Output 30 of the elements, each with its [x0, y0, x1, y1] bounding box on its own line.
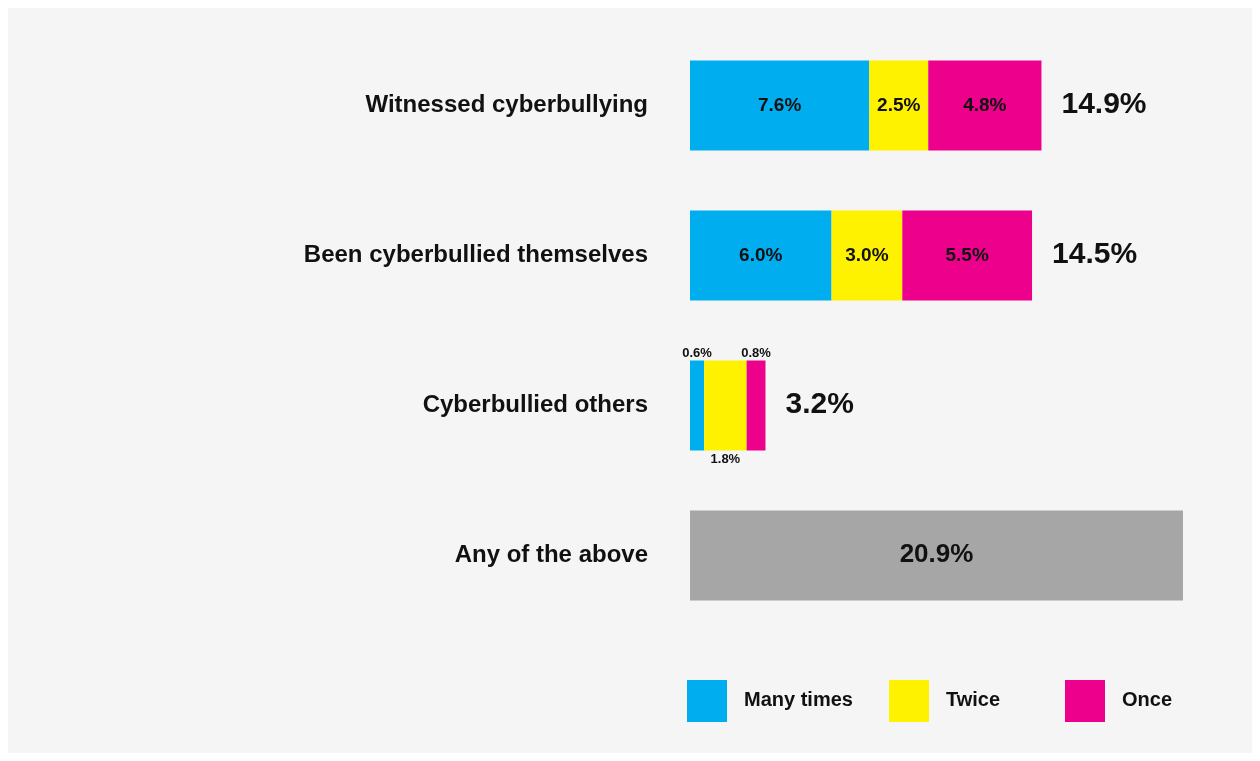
bar: [746, 360, 766, 451]
legend-label: Twice: [946, 688, 1001, 711]
data-label: 5.5%: [945, 243, 989, 265]
bar: [690, 210, 832, 301]
y-tick-label: Any of the above: [454, 539, 648, 567]
data-label: 3.0%: [845, 243, 889, 265]
y-tick-label: Cyberbullied others: [422, 389, 648, 417]
y-tick-label: Witnessed cyberbullying: [365, 89, 648, 117]
data-label: 2.5%: [877, 93, 921, 115]
total-label: 3.2%: [785, 386, 854, 420]
y-tick-label: Been cyberbullied themselves: [303, 239, 648, 267]
data-label: 0.6%: [682, 344, 713, 360]
data-label: 1.8%: [710, 450, 741, 466]
data-label: 6.0%: [739, 243, 783, 265]
bar: [704, 360, 747, 451]
legend-label: Once: [1122, 688, 1173, 711]
bar: [902, 210, 1033, 301]
legend-label: Many times: [744, 688, 853, 711]
total-label: 14.9%: [1061, 86, 1147, 120]
total-label: 14.5%: [1052, 236, 1138, 270]
data-label: 0.8%: [741, 344, 772, 360]
bar: [690, 510, 1183, 601]
bar: [690, 360, 705, 451]
bar: [869, 60, 929, 151]
data-label: 7.6%: [757, 93, 802, 115]
data-label: 4.8%: [963, 93, 1007, 115]
bar: [831, 210, 903, 301]
bar: [928, 60, 1042, 151]
bar: [690, 60, 870, 151]
data-label: 20.9%: [899, 538, 974, 569]
